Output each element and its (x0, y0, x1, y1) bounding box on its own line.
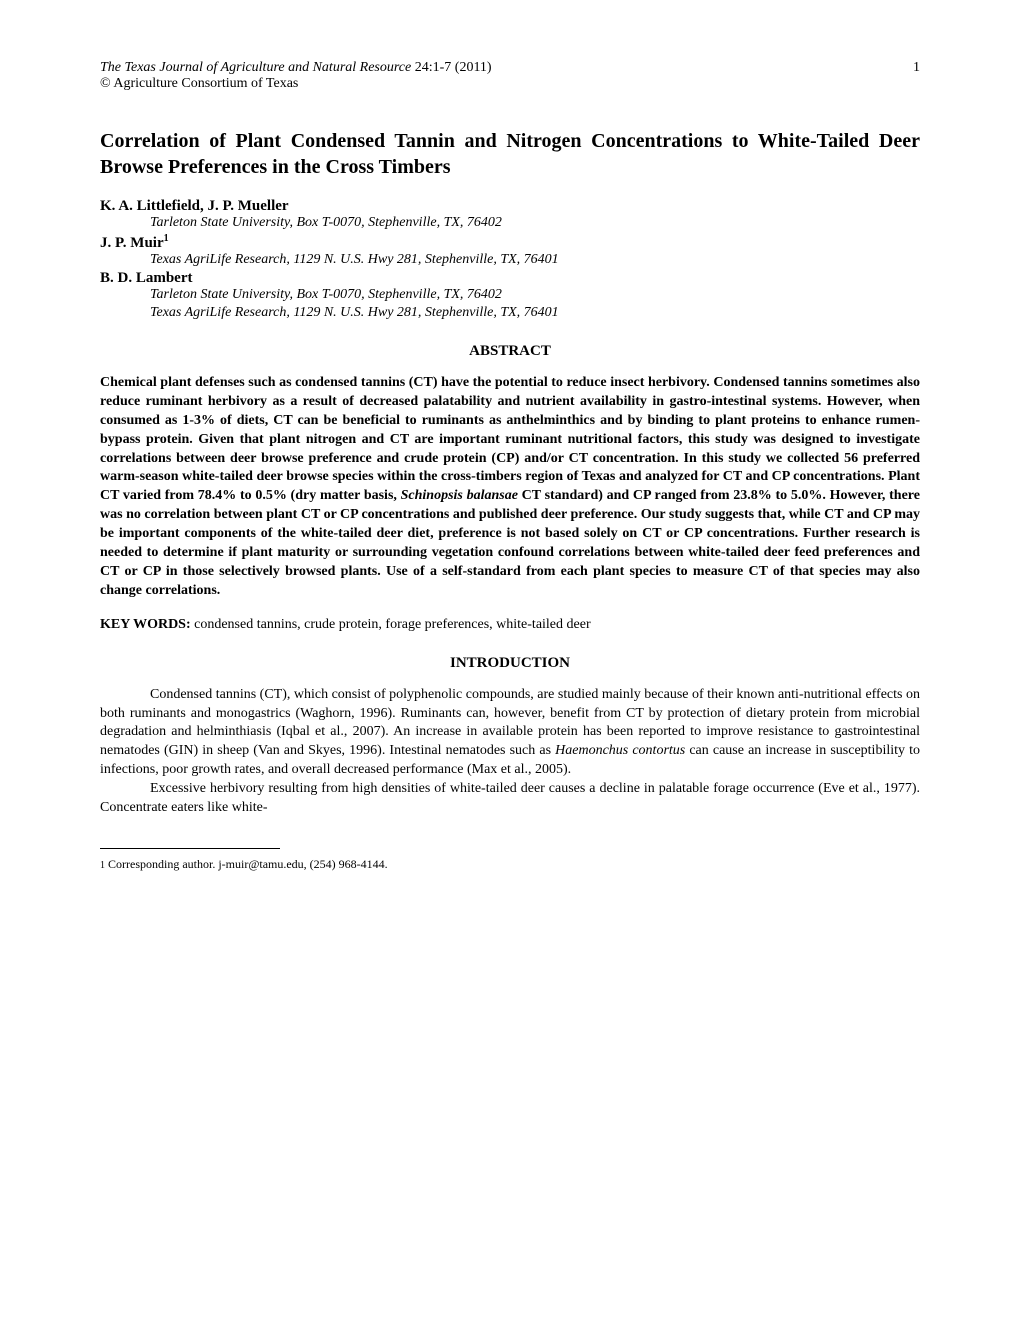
author-block-1: J. P. Muir1 Texas AgriLife Research, 112… (100, 233, 920, 268)
footnote: 1 Corresponding author. j-muir@tamu.edu,… (100, 857, 920, 872)
keywords: KEY WORDS: condensed tannins, crude prot… (100, 617, 920, 633)
journal-title: The Texas Journal of Agriculture and Nat… (100, 60, 411, 75)
affiliation-2-1: Texas AgriLife Research, 1129 N. U.S. Hw… (150, 305, 920, 321)
page-number: 1 (913, 60, 920, 76)
copyright-line: © Agriculture Consortium of Texas (100, 76, 920, 92)
author-name-2: B. D. Lambert (100, 270, 920, 287)
introduction-heading: INTRODUCTION (100, 655, 920, 672)
journal-citation: The Texas Journal of Agriculture and Nat… (100, 60, 492, 76)
affiliation-0-0: Tarleton State University, Box T-0070, S… (150, 215, 920, 231)
keywords-label: KEY WORDS: (100, 617, 191, 632)
footnote-rule (100, 848, 280, 849)
affiliation-2-0: Tarleton State University, Box T-0070, S… (150, 287, 920, 303)
abstract-text: Chemical plant defenses such as condense… (100, 374, 920, 601)
keywords-text: condensed tannins, crude protein, forage… (191, 617, 591, 632)
author-name-0: K. A. Littlefield, J. P. Mueller (100, 198, 920, 215)
author-block-2: B. D. Lambert Tarleton State University,… (100, 270, 920, 321)
footnote-text: Corresponding author. j-muir@tamu.edu, (… (105, 857, 388, 871)
author-name-1: J. P. Muir1 (100, 233, 920, 252)
intro-para-1: Condensed tannins (CT), which consist of… (100, 686, 920, 780)
affiliation-1-0: Texas AgriLife Research, 1129 N. U.S. Hw… (150, 252, 920, 268)
citation-info: 24:1-7 (2011) (411, 60, 491, 75)
article-title: Correlation of Plant Condensed Tannin an… (100, 128, 920, 180)
author-block-0: K. A. Littlefield, J. P. Mueller Tarleto… (100, 198, 920, 231)
intro-para-2: Excessive herbivory resulting from high … (100, 780, 920, 818)
abstract-heading: ABSTRACT (100, 343, 920, 360)
running-header: The Texas Journal of Agriculture and Nat… (100, 60, 920, 76)
